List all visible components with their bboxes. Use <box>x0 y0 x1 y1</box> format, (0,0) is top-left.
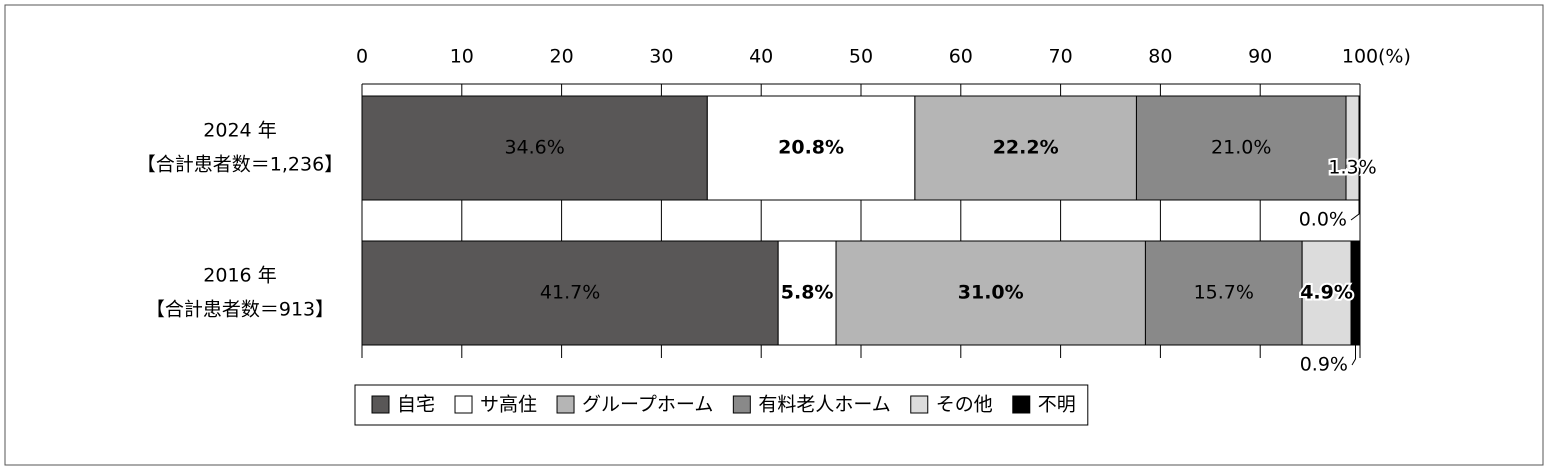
x-tick-label: 100 <box>1342 46 1378 68</box>
x-tick-label: 10 <box>450 46 474 68</box>
bar-segment <box>706 95 916 201</box>
value-label: 41.7% <box>540 282 600 304</box>
x-axis-unit: (%) <box>1378 46 1411 68</box>
value-label: 31.0% <box>958 282 1024 304</box>
legend-label: 自宅 <box>397 394 435 416</box>
x-tick-label: 40 <box>749 46 773 68</box>
bar-segment <box>777 240 837 346</box>
x-tick-label: 50 <box>849 46 873 68</box>
value-label: 22.2% <box>993 137 1059 159</box>
legend-swatch <box>371 395 390 414</box>
value-label: 0.0% <box>1299 209 1347 231</box>
value-label: 20.8% <box>778 137 844 159</box>
legend-swatch <box>732 395 751 414</box>
bar-segment <box>914 95 1137 201</box>
legend-swatch <box>454 395 473 414</box>
x-tick-label: 80 <box>1148 46 1172 68</box>
x-tick-label: 60 <box>949 46 973 68</box>
x-tick-label: 0 <box>356 46 368 68</box>
value-label: 1.3% <box>1328 157 1376 179</box>
bar-segment <box>1301 240 1352 346</box>
category-label: 2024 年 <box>203 120 276 142</box>
value-label: 21.0% <box>1211 137 1271 159</box>
x-tick-label: 30 <box>649 46 673 68</box>
bar-segment <box>361 240 779 346</box>
category-note: 【合計患者数＝1,236】 <box>137 154 343 176</box>
bar-segment <box>1135 95 1347 201</box>
leader-line <box>1350 200 1360 221</box>
value-label: 5.8% <box>781 282 834 304</box>
value-label: 4.9% <box>1300 282 1353 304</box>
legend-swatch <box>556 395 575 414</box>
legend-label: 不明 <box>1038 394 1076 416</box>
x-tick-label: 90 <box>1248 46 1272 68</box>
x-tick-label: 70 <box>1049 46 1073 68</box>
legend-swatch <box>910 395 929 414</box>
bar-segment <box>361 95 708 201</box>
category-note: 【合計患者数＝913】 <box>146 299 334 321</box>
legend-label: その他 <box>936 394 993 416</box>
value-label: 0.9% <box>1300 354 1348 376</box>
value-label: 34.6% <box>504 137 564 159</box>
legend-box <box>354 384 1089 426</box>
legend-label: 有料老人ホーム <box>758 394 890 416</box>
legend-swatch <box>1012 395 1031 414</box>
bar-segment <box>1144 240 1303 346</box>
legend-label: サ高住 <box>480 394 537 416</box>
value-label: 15.7% <box>1194 282 1254 304</box>
category-label: 2016 年 <box>203 265 276 287</box>
x-tick-label: 20 <box>550 46 574 68</box>
bar-segment <box>1345 95 1360 201</box>
leader-line <box>1351 345 1357 366</box>
legend-label: グループホーム <box>582 394 713 416</box>
